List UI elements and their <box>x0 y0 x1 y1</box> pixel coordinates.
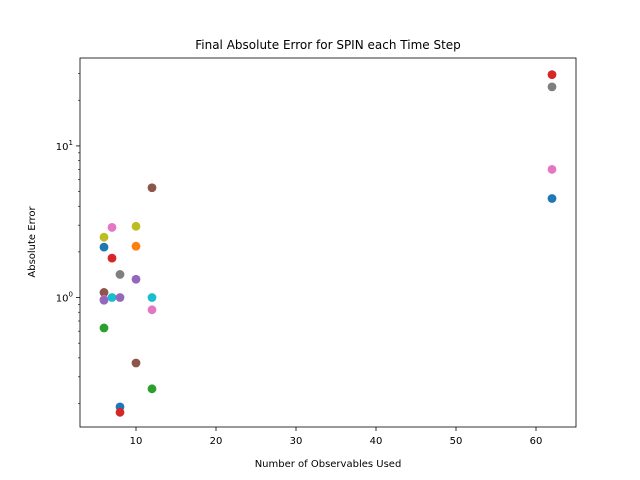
x-tick-label: 60 <box>530 436 543 447</box>
scatter-point <box>107 253 117 263</box>
scatter-point <box>99 242 109 252</box>
scatter-point <box>99 288 109 297</box>
scatter-point <box>147 293 157 302</box>
x-tick-label: 10 <box>130 436 143 447</box>
scatter-point <box>131 241 141 251</box>
scatter-point <box>99 323 109 333</box>
scatter-point <box>131 358 141 368</box>
y-tick-label: 101 <box>56 139 73 153</box>
scatter-point <box>107 223 117 232</box>
scatter-point <box>147 384 157 394</box>
x-tick-label: 50 <box>450 436 463 447</box>
scatter-point <box>147 305 157 315</box>
scatter-point <box>547 70 557 80</box>
y-axis-label: Absolute Error <box>27 205 38 277</box>
scatter-point <box>107 293 117 302</box>
scatter-point <box>99 295 109 305</box>
scatter-point <box>115 407 125 417</box>
scatter-point <box>147 183 157 193</box>
scatter-point <box>547 194 557 203</box>
chart-title: Final Absolute Error for SPIN each Time … <box>195 38 461 52</box>
y-tick-label: 100 <box>56 291 73 305</box>
scatter-point <box>99 232 109 242</box>
scatter-point <box>547 82 557 92</box>
data-points <box>99 70 557 417</box>
x-axis-label: Number of Observables Used <box>255 459 402 470</box>
y-axis: 100 101 <box>56 73 80 404</box>
scatter-point <box>131 274 141 284</box>
x-axis: 10 20 30 40 50 60 <box>130 427 543 447</box>
x-tick-label: 30 <box>290 436 303 447</box>
plot-area <box>79 57 577 428</box>
scatter-point <box>115 293 125 302</box>
scatter-point <box>131 221 141 231</box>
x-tick-label: 40 <box>370 436 383 447</box>
scatter-point <box>547 165 557 174</box>
scatter-point <box>115 270 125 279</box>
x-tick-label: 20 <box>210 436 223 447</box>
